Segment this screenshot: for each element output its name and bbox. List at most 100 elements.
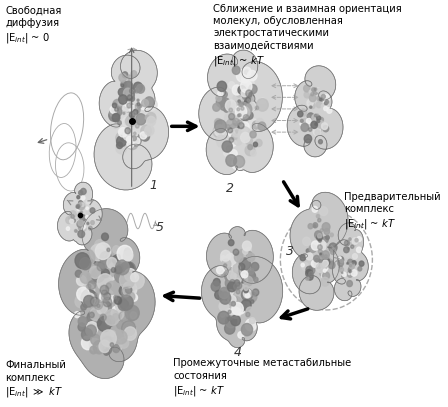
Circle shape <box>257 98 268 111</box>
Circle shape <box>228 82 235 88</box>
Circle shape <box>81 304 86 310</box>
Circle shape <box>234 280 240 286</box>
Circle shape <box>319 140 323 144</box>
Circle shape <box>66 227 69 230</box>
Circle shape <box>103 350 109 355</box>
Circle shape <box>326 236 329 239</box>
Circle shape <box>66 217 72 223</box>
Circle shape <box>124 102 134 112</box>
Circle shape <box>228 114 235 120</box>
Circle shape <box>110 331 116 337</box>
Circle shape <box>253 142 258 147</box>
Circle shape <box>238 123 244 129</box>
Circle shape <box>248 144 253 150</box>
Circle shape <box>327 246 332 252</box>
Circle shape <box>222 92 227 98</box>
Circle shape <box>306 249 310 253</box>
Circle shape <box>224 150 230 156</box>
Circle shape <box>103 297 112 307</box>
Circle shape <box>95 240 105 251</box>
Circle shape <box>79 212 81 214</box>
Circle shape <box>317 114 319 116</box>
Circle shape <box>102 337 112 348</box>
Circle shape <box>250 150 256 156</box>
Circle shape <box>242 67 251 77</box>
Circle shape <box>73 219 75 222</box>
Circle shape <box>90 308 101 321</box>
Circle shape <box>227 293 231 298</box>
Circle shape <box>239 263 245 270</box>
Circle shape <box>127 140 134 148</box>
Circle shape <box>74 230 77 232</box>
Circle shape <box>112 114 120 122</box>
Circle shape <box>233 93 244 105</box>
Circle shape <box>352 264 355 267</box>
Circle shape <box>309 90 312 93</box>
Circle shape <box>315 130 320 135</box>
Circle shape <box>317 88 320 92</box>
Circle shape <box>123 131 132 140</box>
Circle shape <box>78 323 86 331</box>
Circle shape <box>213 103 220 111</box>
Circle shape <box>319 269 326 276</box>
Circle shape <box>83 228 86 231</box>
Circle shape <box>121 262 136 278</box>
Circle shape <box>234 278 241 285</box>
Circle shape <box>249 119 259 130</box>
Circle shape <box>97 304 100 308</box>
Circle shape <box>246 247 251 253</box>
Circle shape <box>123 81 133 92</box>
Circle shape <box>313 127 321 136</box>
Circle shape <box>317 96 321 101</box>
Circle shape <box>330 233 333 237</box>
Circle shape <box>79 188 85 195</box>
Circle shape <box>247 99 250 102</box>
Circle shape <box>116 321 124 329</box>
Circle shape <box>345 236 351 243</box>
Circle shape <box>131 294 138 301</box>
Circle shape <box>115 107 118 111</box>
Circle shape <box>102 294 108 302</box>
Circle shape <box>115 254 121 260</box>
Circle shape <box>216 135 225 145</box>
Circle shape <box>134 82 142 92</box>
Circle shape <box>77 276 86 286</box>
Circle shape <box>302 263 309 270</box>
Circle shape <box>130 107 136 114</box>
Circle shape <box>338 260 344 266</box>
Circle shape <box>139 100 148 109</box>
Circle shape <box>78 201 82 205</box>
Polygon shape <box>202 227 283 348</box>
Circle shape <box>222 259 231 269</box>
Circle shape <box>229 302 231 304</box>
Circle shape <box>70 211 76 218</box>
Circle shape <box>146 99 157 111</box>
Circle shape <box>243 249 248 254</box>
Circle shape <box>78 230 85 238</box>
Circle shape <box>348 259 353 265</box>
Circle shape <box>75 295 86 308</box>
Circle shape <box>228 289 233 295</box>
Circle shape <box>241 278 245 283</box>
Circle shape <box>219 301 228 311</box>
Circle shape <box>107 269 114 277</box>
Circle shape <box>94 300 103 309</box>
Circle shape <box>121 97 125 101</box>
Circle shape <box>134 88 139 93</box>
Circle shape <box>75 253 90 269</box>
Text: 4: 4 <box>234 346 242 359</box>
Circle shape <box>347 280 353 287</box>
Circle shape <box>323 272 330 280</box>
Circle shape <box>97 303 107 314</box>
Circle shape <box>118 88 125 96</box>
Circle shape <box>312 88 315 92</box>
Circle shape <box>351 270 357 276</box>
Circle shape <box>246 98 250 103</box>
Circle shape <box>321 260 328 269</box>
Circle shape <box>241 122 249 131</box>
Circle shape <box>131 71 137 77</box>
Circle shape <box>228 310 231 313</box>
Circle shape <box>238 86 246 94</box>
Circle shape <box>95 250 106 262</box>
Circle shape <box>247 70 257 81</box>
